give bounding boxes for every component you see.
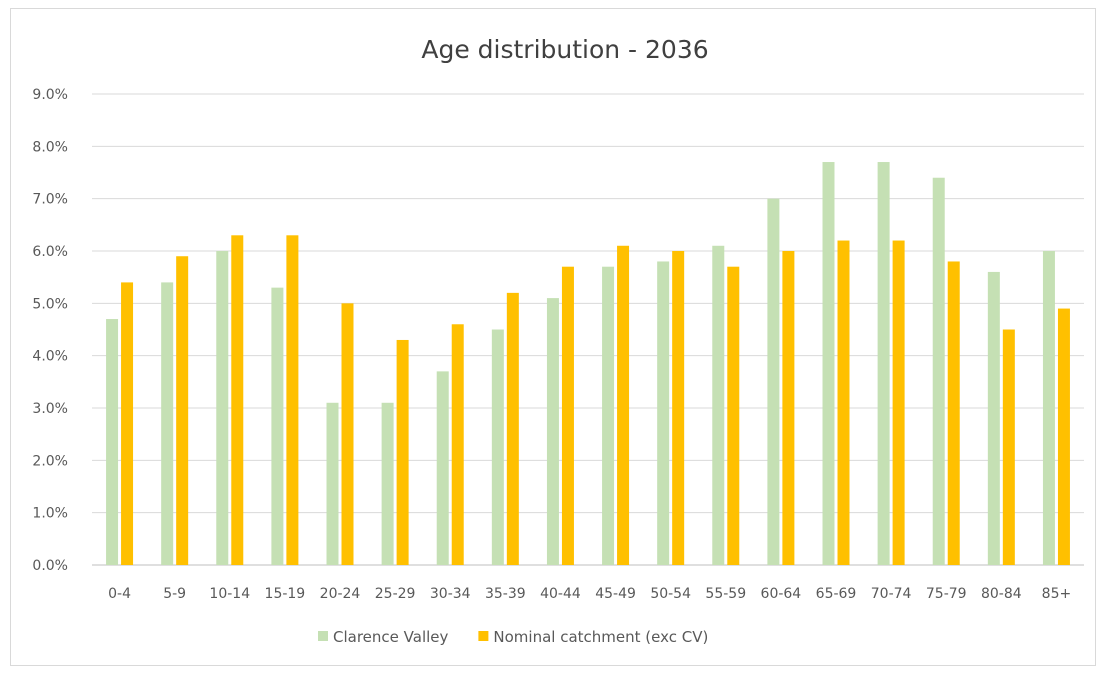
bar-nominal-catchment-50-54 xyxy=(672,251,685,565)
legend-label: Nominal catchment (exc CV) xyxy=(493,628,708,646)
bar-nominal-catchment-65-69 xyxy=(837,240,850,566)
bar-clarence-valley-70-74 xyxy=(877,162,890,566)
bar-nominal-catchment-35-39 xyxy=(506,292,519,565)
x-tick-label: 55-59 xyxy=(705,586,746,602)
legend-swatch xyxy=(318,631,328,641)
bar-nominal-catchment-60-64 xyxy=(782,251,795,565)
bar-nominal-catchment-40-44 xyxy=(561,266,574,565)
bar-clarence-valley-35-39 xyxy=(491,329,504,565)
bar-nominal-catchment-30-34 xyxy=(451,324,464,565)
x-tick-label: 35-39 xyxy=(485,586,526,602)
x-tick-label: 5-9 xyxy=(163,586,186,602)
y-tick-label: 7.0% xyxy=(32,192,68,208)
y-tick-label: 1.0% xyxy=(32,506,68,522)
bar-clarence-valley-5-9 xyxy=(161,282,174,565)
bar-nominal-catchment-5-9 xyxy=(176,256,189,565)
bar-nominal-catchment-10-14 xyxy=(231,235,244,566)
x-tick-label: 60-64 xyxy=(761,586,802,602)
bar-clarence-valley-45-49 xyxy=(602,266,615,565)
x-axis-tick-labels: 0-4 5-9 10-14 15-19 20-24 25-29 30-34 35-39 40-4… xyxy=(108,586,1071,602)
bar-nominal-catchment-70-74 xyxy=(892,240,905,566)
x-tick-label: 15-19 xyxy=(265,586,306,602)
bar-nominal-catchment-55-59 xyxy=(727,266,740,565)
bar-clarence-valley-0-4 xyxy=(106,319,119,565)
bar-nominal-catchment-20-24 xyxy=(341,303,354,565)
bar-clarence-valley-60-64 xyxy=(767,198,780,565)
bar-nominal-catchment-25-29 xyxy=(396,339,409,565)
y-tick-label: 6.0% xyxy=(32,244,68,260)
bar-clarence-valley-10-14 xyxy=(216,251,229,565)
y-tick-label: 2.0% xyxy=(32,453,68,469)
bar-nominal-catchment-45-49 xyxy=(617,245,630,565)
gridlines xyxy=(92,93,1084,566)
x-tick-label: 70-74 xyxy=(871,586,912,602)
y-tick-label: 0.0% xyxy=(32,558,68,574)
bar-clarence-valley-65-69 xyxy=(822,162,835,566)
bar-clarence-valley-55-59 xyxy=(712,245,725,565)
y-tick-label: 4.0% xyxy=(32,349,68,365)
x-tick-label: 65-69 xyxy=(816,586,857,602)
bar-nominal-catchment-85+ xyxy=(1057,308,1070,565)
x-tick-label: 0-4 xyxy=(108,586,131,602)
x-tick-label: 10-14 xyxy=(209,586,250,602)
x-tick-label: 30-34 xyxy=(430,586,471,602)
y-tick-label: 8.0% xyxy=(32,139,68,155)
bar-nominal-catchment-80-84 xyxy=(1002,329,1015,565)
chart-title: Age distribution - 2036 xyxy=(421,35,708,64)
bar-clarence-valley-75-79 xyxy=(932,177,945,565)
x-tick-label: 40-44 xyxy=(540,586,581,602)
x-tick-label: 45-49 xyxy=(595,586,636,602)
bar-clarence-valley-15-19 xyxy=(271,287,284,565)
bar-clarence-valley-20-24 xyxy=(326,402,339,565)
x-tick-label: 75-79 xyxy=(926,586,967,602)
bar-clarence-valley-25-29 xyxy=(381,402,394,565)
bar-clarence-valley-40-44 xyxy=(546,298,559,565)
legend-item-nominal-catchment: Nominal catchment (exc CV) xyxy=(478,628,708,646)
y-axis-tick-labels: 0.0% 1.0% 2.0% 3.0% 4.0% 5.0% 6.0% 7.0% 8.0% 9.0% xyxy=(32,87,68,574)
legend-swatch xyxy=(478,631,489,641)
legend: Clarence Valley Nominal catchment (exc CV… xyxy=(318,628,708,646)
bar-clarence-valley-30-34 xyxy=(436,371,449,565)
x-tick-label: 20-24 xyxy=(320,586,361,602)
bar-clarence-valley-80-84 xyxy=(987,271,1000,565)
bar-nominal-catchment-15-19 xyxy=(286,235,299,566)
y-tick-label: 3.0% xyxy=(32,401,68,417)
legend-label: Clarence Valley xyxy=(333,628,449,646)
y-tick-label: 5.0% xyxy=(32,296,68,312)
bar-nominal-catchment-0-4 xyxy=(121,282,134,565)
y-tick-label: 9.0% xyxy=(32,87,68,103)
x-tick-label: 80-84 xyxy=(981,586,1022,602)
legend-item-clarence-valley: Clarence Valley xyxy=(318,628,449,646)
bar-clarence-valley-50-54 xyxy=(657,261,670,565)
x-tick-label: 25-29 xyxy=(375,586,416,602)
bar-nominal-catchment-75-79 xyxy=(947,261,960,565)
x-tick-label: 50-54 xyxy=(650,586,691,602)
bars xyxy=(106,162,1070,566)
x-tick-label: 85+ xyxy=(1042,586,1072,602)
bar-clarence-valley-85+ xyxy=(1042,251,1055,565)
